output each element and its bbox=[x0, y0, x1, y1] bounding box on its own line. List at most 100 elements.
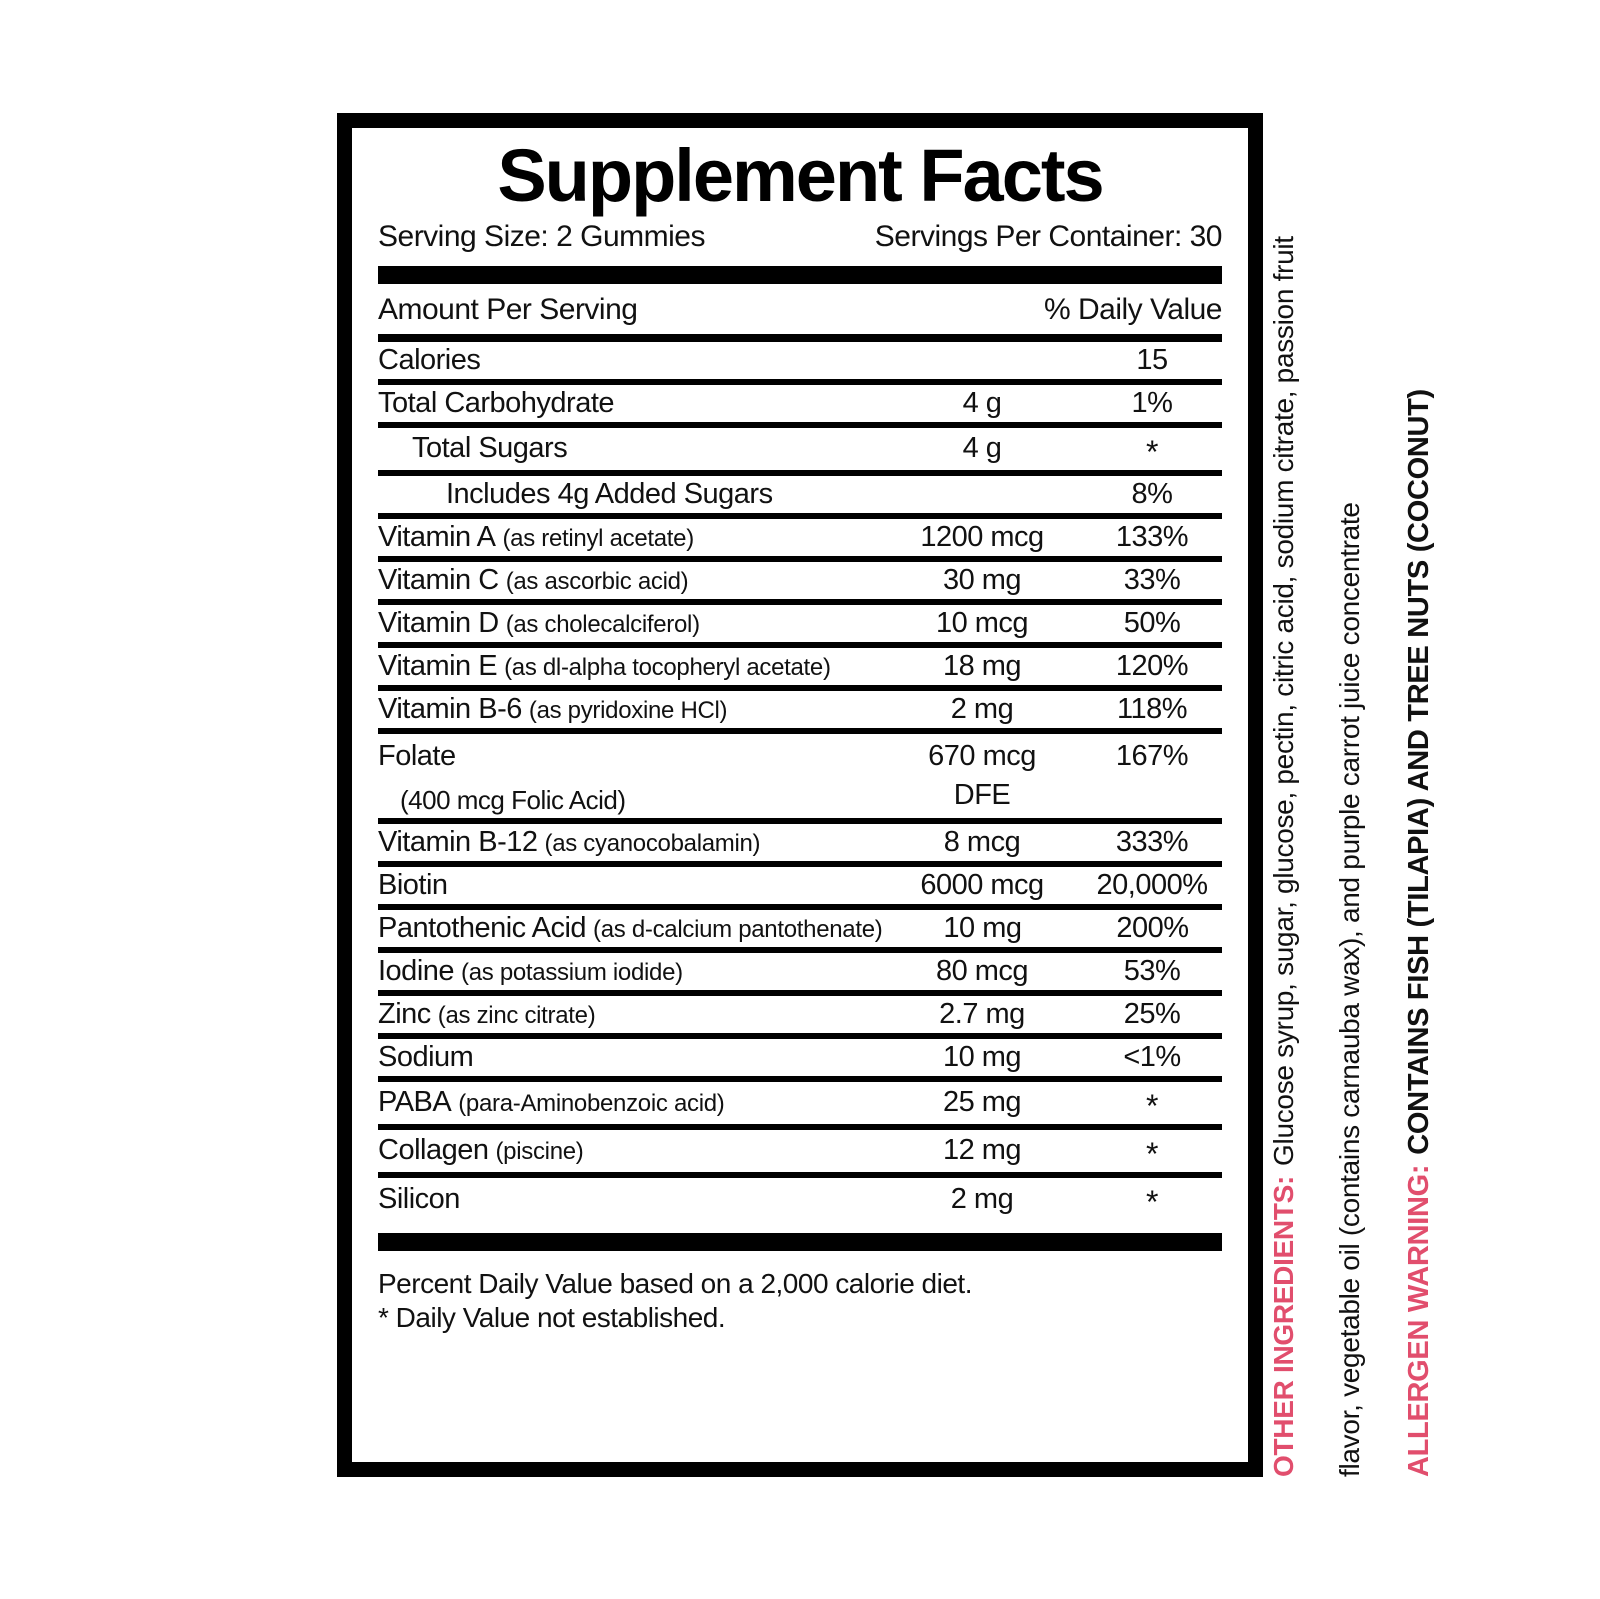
allergen-warning-label: ALLERGEN WARNING: bbox=[1403, 1164, 1435, 1477]
table-row: Biotin 6000 mcg 20,000% bbox=[378, 867, 1222, 910]
row-name: Includes 4g Added Sugars bbox=[446, 477, 773, 510]
row-amount-cell: 4 g bbox=[882, 432, 1082, 465]
row-daily-value: 53% bbox=[1123, 954, 1181, 987]
table-row: Includes 4g Added Sugars 8% bbox=[378, 476, 1222, 519]
row-name-cell: Pantothenic Acid (as d-calcium pantothena… bbox=[378, 911, 883, 945]
row-amount-cell: 12 mg bbox=[882, 1134, 1082, 1167]
row-amount-cell: 10 mcg bbox=[882, 607, 1082, 640]
row-name-cell: Vitamin B-12 (as cyanocobalamin) bbox=[378, 826, 882, 859]
other-ingredients-line-1: OTHER INGREDIENTS: Glucose syrup, sugar, … bbox=[1264, 236, 1304, 1477]
other-ingredients-text-1: Glucose syrup, sugar, glucose, pectin, c… bbox=[1268, 236, 1299, 1166]
row-amount-cell: 1200 mcg bbox=[882, 521, 1082, 554]
row-name-cell: Vitamin B-6 (as pyridoxine HCl) bbox=[378, 693, 882, 726]
row-amount: 2.7 mg bbox=[939, 997, 1025, 1030]
row-amount-cell: 2 mg bbox=[882, 693, 1082, 726]
serving-size: Serving Size: 2 Gummies bbox=[378, 219, 705, 253]
row-amount: 2 mg bbox=[950, 692, 1014, 725]
row-amount: 80 mcg bbox=[935, 954, 1029, 987]
row-name: Total Carbohydrate bbox=[378, 386, 615, 419]
row-daily-value: 200% bbox=[1116, 911, 1189, 944]
row-name: Zinc bbox=[378, 997, 431, 1030]
facts-rows: Calories 15 Total Carbohydrate 4 g 1% Total S… bbox=[378, 342, 1222, 1221]
table-row: Calories 15 bbox=[378, 342, 1222, 385]
separator-bar-thick-top bbox=[378, 265, 1222, 284]
amount-per-serving-header: Amount Per Serving bbox=[378, 292, 638, 326]
row-name-cell: Vitamin A (as retinyl acetate) bbox=[378, 521, 882, 554]
row-name-cell: Collagen (piscine) bbox=[378, 1134, 882, 1167]
row-name: Vitamin C bbox=[378, 563, 499, 596]
row-daily-value: 50% bbox=[1123, 606, 1181, 639]
row-daily-value: * bbox=[1146, 1135, 1158, 1172]
row-amount-cell: 6000 mcg bbox=[882, 869, 1082, 902]
column-header-row: Amount Per Serving % Daily Value bbox=[378, 284, 1223, 334]
table-row: Vitamin A (as retinyl acetate) 1200 mcg 133… bbox=[378, 519, 1222, 562]
row-daily-value: 20,000% bbox=[1096, 868, 1209, 901]
row-amount-cell: 2 mg bbox=[882, 1183, 1082, 1216]
row-name: Folate bbox=[378, 739, 456, 772]
table-row: Zinc (as zinc citrate) 2.7 mg 25% bbox=[378, 996, 1222, 1039]
row-name-cell: Zinc (as zinc citrate) bbox=[378, 998, 882, 1031]
row-note: (as ascorbic acid) bbox=[505, 567, 689, 595]
row-amount: 4 g bbox=[962, 432, 1002, 465]
row-name-cell: Total Sugars bbox=[378, 432, 882, 465]
row-name-cell: Sodium bbox=[378, 1041, 882, 1074]
servings-per-container: Servings Per Container: 30 bbox=[874, 219, 1223, 253]
row-daily-value: * bbox=[1146, 1183, 1158, 1220]
row-name: Sodium bbox=[378, 1040, 474, 1073]
row-name: Vitamin B-6 bbox=[378, 692, 522, 725]
row-name-cell: Includes 4g Added Sugars bbox=[378, 478, 882, 511]
row-amount: 1200 mcg bbox=[920, 520, 1044, 553]
row-amount: 2 mg bbox=[950, 1182, 1014, 1215]
row-name-line2: (400 mcg Folic Acid) bbox=[400, 784, 626, 815]
row-daily-value: * bbox=[1146, 433, 1158, 470]
row-name-cell: Vitamin E (as dl-alpha tocopheryl acetate… bbox=[378, 650, 882, 683]
row-daily-value: 118% bbox=[1116, 692, 1188, 725]
footnote-not-established: * Daily Value not established. bbox=[378, 1301, 726, 1333]
table-row: PABA (para-Aminobenzoic acid) 25 mg * bbox=[378, 1082, 1222, 1130]
table-row: Vitamin C (as ascorbic acid) 30 mg 33% bbox=[378, 562, 1222, 605]
row-amount: 10 mcg bbox=[935, 606, 1029, 639]
row-amount: 25 mg bbox=[942, 1086, 1022, 1119]
row-daily-value: 333% bbox=[1115, 825, 1189, 858]
row-name: Vitamin A bbox=[378, 520, 496, 553]
table-row: Iodine (as potassium iodide) 80 mcg 53% bbox=[378, 953, 1222, 996]
row-note: (para-Aminobenzoic acid) bbox=[458, 1090, 725, 1118]
row-amount-cell: 10 mg bbox=[882, 1041, 1082, 1074]
row-name: Silicon bbox=[378, 1182, 460, 1215]
row-name: Pantothenic Acid bbox=[378, 911, 587, 944]
daily-value-header: % Daily Value bbox=[1043, 292, 1223, 326]
row-amount: 10 mg bbox=[942, 1040, 1022, 1073]
table-row: Sodium 10 mg <1% bbox=[378, 1039, 1222, 1082]
row-name-cell: PABA (para-Aminobenzoic acid) bbox=[378, 1086, 882, 1119]
allergen-warning-text: CONTAINS FISH (TILAPIA) AND TREE NUTS (C… bbox=[1403, 389, 1435, 1155]
footnotes: Percent Daily Value based on a 2,000 cal… bbox=[378, 1267, 1222, 1335]
row-amount: 8 mcg bbox=[943, 825, 1021, 858]
table-row: Vitamin E (as dl-alpha tocopheryl acetate… bbox=[378, 648, 1222, 691]
row-name: Iodine bbox=[378, 954, 455, 987]
row-amount-cell: 2.7 mg bbox=[882, 998, 1082, 1031]
row-amount-cell: 80 mcg bbox=[882, 955, 1082, 988]
separator-bar-thick-bottom bbox=[378, 1232, 1222, 1251]
facts-title: Supplement Facts bbox=[497, 134, 1104, 217]
table-row: Total Sugars 4 g * bbox=[378, 428, 1222, 476]
row-note: (as cyanocobalamin) bbox=[544, 829, 761, 857]
row-amount-cell: 10 mg bbox=[882, 912, 1082, 945]
table-row: Vitamin D (as cholecalciferol) 10 mcg 50% bbox=[378, 605, 1222, 648]
row-note: (as retinyl acetate) bbox=[502, 524, 694, 552]
serving-row: Serving Size: 2 Gummies Servings Per Con… bbox=[378, 219, 1223, 254]
row-daily-value: 133% bbox=[1115, 520, 1189, 553]
row-name: Calories bbox=[378, 343, 481, 376]
row-name: Vitamin B-12 bbox=[378, 825, 538, 858]
table-row: Silicon 2 mg * bbox=[378, 1178, 1222, 1221]
row-daily-value: 33% bbox=[1123, 563, 1181, 596]
row-amount-cell: 25 mg bbox=[882, 1086, 1082, 1119]
other-ingredients-label: OTHER INGREDIENTS: bbox=[1268, 1175, 1299, 1477]
row-daily-value: 15 bbox=[1136, 343, 1168, 376]
row-name: Vitamin D bbox=[378, 606, 499, 639]
allergen-warning-line: ALLERGEN WARNING: CONTAINS FISH (TILAPIA)… bbox=[1396, 389, 1442, 1477]
row-name-cell: Biotin bbox=[378, 869, 882, 902]
row-name-cell: Silicon bbox=[378, 1183, 882, 1216]
table-row: Collagen (piscine) 12 mg * bbox=[378, 1130, 1222, 1178]
row-amount-cell: 18 mg bbox=[882, 650, 1082, 683]
row-note: (as pyridoxine HCl) bbox=[528, 696, 728, 724]
